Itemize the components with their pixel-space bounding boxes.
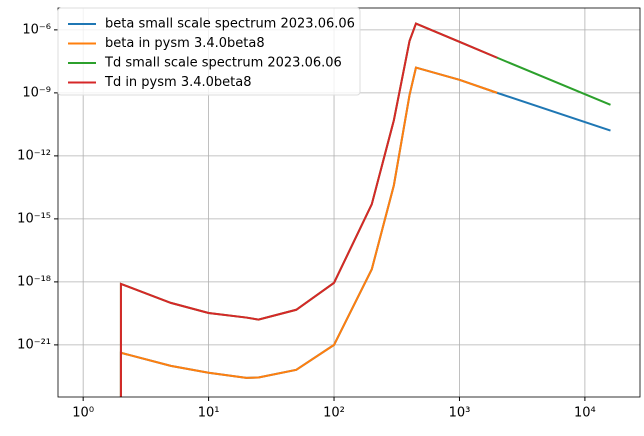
x-tick-label: 10⁰: [72, 406, 94, 421]
legend-label: Td in pysm 3.4.0beta8: [104, 75, 252, 90]
y-tick-label: 10⁻¹²: [17, 148, 51, 163]
legend: beta small scale spectrum 2023.06.06 beta…: [57, 7, 361, 96]
x-tick-label: 10⁴: [574, 406, 596, 421]
plot-lines: [119, 22, 611, 397]
y-tick-label: 10⁻⁹: [22, 85, 51, 100]
x-tick-label: 10¹: [198, 406, 220, 421]
legend-label: beta in pysm 3.4.0beta8: [105, 36, 265, 51]
series-line: [119, 66, 498, 397]
y-tick-label: 10⁻¹⁵: [17, 211, 51, 226]
legend-box: [57, 7, 361, 96]
series-line: [119, 66, 611, 397]
series-line: [119, 22, 498, 397]
legend-label: beta small scale spectrum 2023.06.06: [105, 17, 355, 32]
legend-label: Td small scale spectrum 2023.06.06: [104, 56, 342, 71]
x-tick-label: 10²: [323, 406, 345, 421]
ticks: 10⁰ 10¹ 10² 10³ 10⁴ 10⁻²¹ 10⁻¹⁸ 10⁻¹⁵ 10⁻¹² 10⁻⁹ 1…: [17, 22, 596, 420]
x-tick-label: 10³: [449, 406, 471, 421]
y-tick-label: 10⁻²¹: [17, 337, 51, 352]
y-tick-label: 10⁻¹⁸: [17, 274, 51, 289]
y-tick-label: 10⁻⁶: [22, 22, 51, 37]
